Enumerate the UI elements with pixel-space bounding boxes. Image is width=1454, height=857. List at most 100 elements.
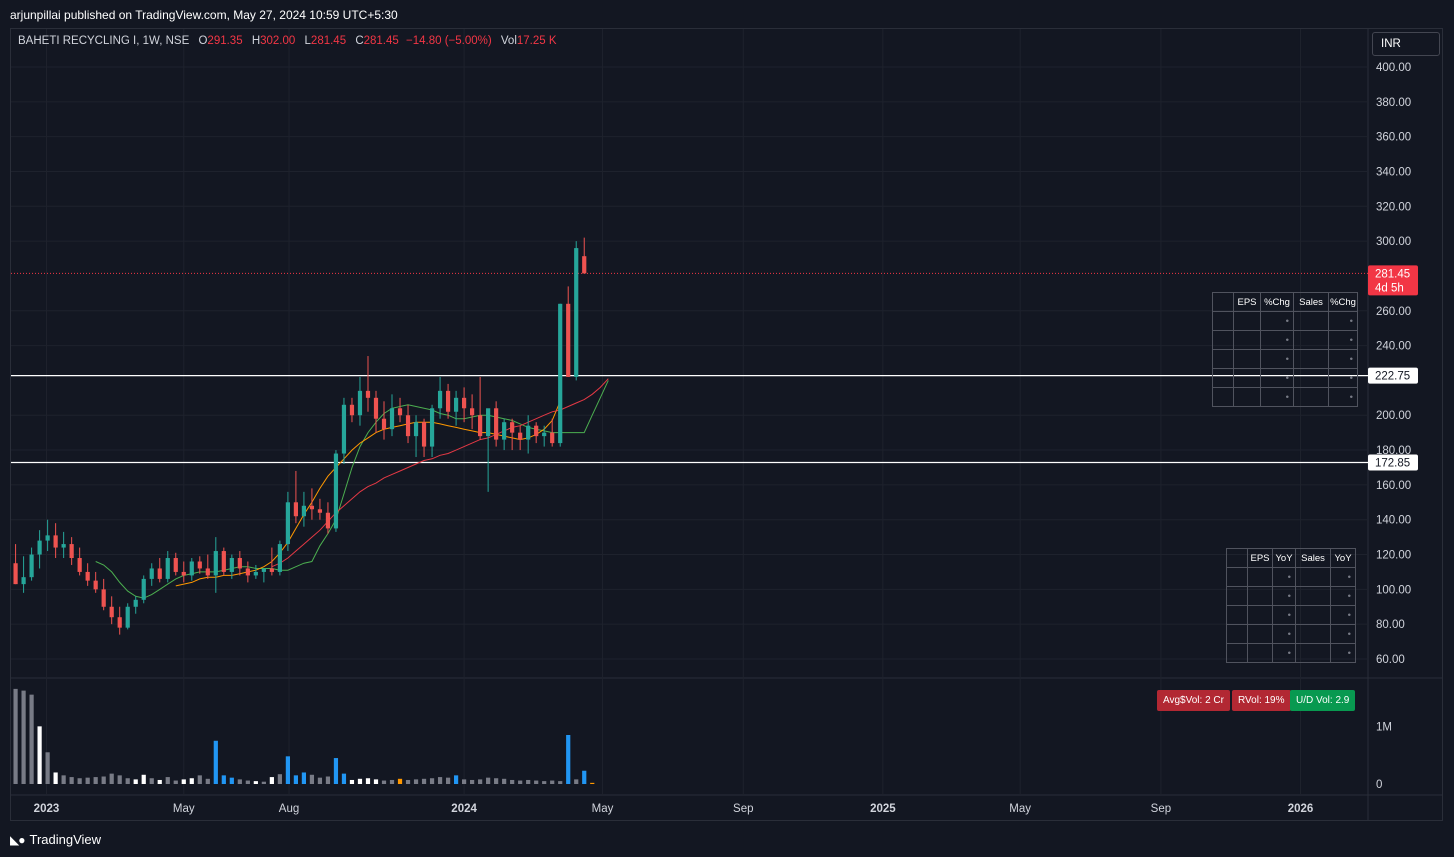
- fin-row: • •: [1212, 368, 1358, 388]
- candle-body: [542, 432, 547, 437]
- candle: [245, 561, 250, 583]
- y-tick-label: 360.00: [1376, 132, 1411, 144]
- candle-body: [405, 415, 411, 437]
- fin-header-cell: YoY: [1330, 548, 1356, 568]
- fin-cell: •: [1260, 330, 1294, 350]
- y-tick-label: 380.00: [1376, 97, 1411, 109]
- fin-cell: •: [1330, 586, 1356, 606]
- candle: [269, 547, 274, 576]
- candle: [261, 568, 266, 583]
- volume-bar: [542, 781, 547, 784]
- fin-cell: [1212, 330, 1234, 350]
- y-tick-label: 200.00: [1376, 410, 1411, 422]
- fin-cell: [1226, 586, 1248, 606]
- open-value: 291.35: [207, 35, 243, 47]
- fin-row: • •: [1212, 349, 1358, 369]
- volume-bar: [534, 780, 539, 784]
- volume-bar: [309, 774, 315, 784]
- publish-line: arjunpillai published on TradingView.com…: [10, 8, 398, 22]
- volume-bar: [429, 778, 435, 784]
- candle-body: [453, 397, 459, 412]
- volume-bar: [365, 778, 371, 784]
- fin-cell: •: [1260, 311, 1294, 331]
- candle: [301, 491, 307, 527]
- x-tick-label: 2026: [1288, 803, 1314, 815]
- candle-body: [301, 505, 307, 517]
- candle-body: [261, 568, 266, 572]
- candle: [117, 606, 122, 635]
- symbol-title[interactable]: BAHETI RECYCLING I, 1W, NSE: [18, 35, 190, 47]
- tradingview-logo-icon: ◣●: [10, 832, 26, 847]
- candle: [325, 502, 331, 534]
- y-tick-label: 180.00: [1376, 445, 1411, 457]
- fin-row: • •: [1226, 586, 1356, 606]
- relative-vol-badge: RVol: 19%: [1232, 690, 1291, 711]
- candle: [437, 376, 443, 419]
- fin-cell: [1293, 368, 1329, 388]
- level-lower-tag: 172.85: [1368, 454, 1418, 471]
- level-upper-tag-bg: [1368, 367, 1418, 384]
- fin-cell: •: [1328, 368, 1358, 388]
- candle-body: [526, 425, 531, 440]
- candle: [582, 237, 587, 274]
- financials-table-quarterly: EPS %Chg Sales %Chg • • • • • • • • • •: [1212, 292, 1358, 407]
- candle: [373, 390, 379, 433]
- candle-body: [494, 408, 499, 440]
- fin-cell: •: [1330, 567, 1356, 587]
- fin-cell: [1295, 586, 1331, 606]
- volume-bar: [461, 779, 467, 784]
- candle: [149, 563, 154, 586]
- candle: [165, 551, 170, 583]
- candle: [229, 554, 234, 579]
- fin-cell: [1293, 311, 1329, 331]
- candle: [526, 415, 531, 454]
- last-price-tag-text: 4d 5h: [1375, 282, 1404, 294]
- fin-cell: •: [1260, 368, 1294, 388]
- fin-header-cell: %Chg: [1260, 292, 1294, 312]
- y-tick-label: 60.00: [1376, 654, 1405, 666]
- candle-body: [510, 422, 515, 433]
- volume-bar: [317, 777, 323, 784]
- fin-header-cell: [1212, 292, 1234, 312]
- candle-body: [269, 568, 274, 572]
- fin-cell: [1293, 349, 1329, 369]
- candle-body: [518, 432, 523, 440]
- volume-bar: [93, 777, 98, 784]
- chart-frame[interactable]: [10, 28, 1443, 821]
- candle: [365, 356, 371, 412]
- fin-cell: •: [1330, 624, 1356, 644]
- y-tick-label: 100.00: [1376, 584, 1411, 596]
- x-tick-label: May: [592, 803, 614, 815]
- candle: [510, 418, 515, 451]
- volume-bar: [221, 775, 226, 784]
- y-tick-label: 80.00: [1376, 619, 1405, 631]
- volume-bar: [502, 778, 507, 784]
- candle-body: [309, 505, 315, 510]
- y-tick-label: 300.00: [1376, 236, 1411, 248]
- volume-bar: [590, 782, 595, 784]
- candle: [37, 530, 42, 569]
- candle: [309, 488, 315, 520]
- volume-bar: [213, 740, 218, 784]
- last-price-tag-bg: [1368, 265, 1418, 296]
- candle: [558, 303, 563, 447]
- last-price-tag-text: 281.45: [1375, 268, 1410, 280]
- x-tick-label: May: [1009, 803, 1031, 815]
- volume-bar: [125, 778, 130, 784]
- volume-bar: [341, 773, 347, 784]
- candle-body: [213, 551, 218, 576]
- horizontal-levels[interactable]: [11, 272, 1368, 464]
- fin-cell: [1247, 567, 1273, 587]
- fin-cell: •: [1328, 330, 1358, 350]
- candle-body: [37, 540, 42, 555]
- currency-selector[interactable]: INR: [1372, 32, 1440, 56]
- level-lower-tag-text: 172.85: [1375, 458, 1410, 470]
- fin-cell: [1226, 605, 1248, 625]
- candle: [157, 558, 162, 583]
- fin-cell: •: [1330, 643, 1356, 663]
- candle: [478, 376, 483, 440]
- volume-bar: [117, 775, 122, 784]
- footer-logo[interactable]: ◣● TradingView: [10, 832, 101, 847]
- volume-bar: [237, 779, 242, 784]
